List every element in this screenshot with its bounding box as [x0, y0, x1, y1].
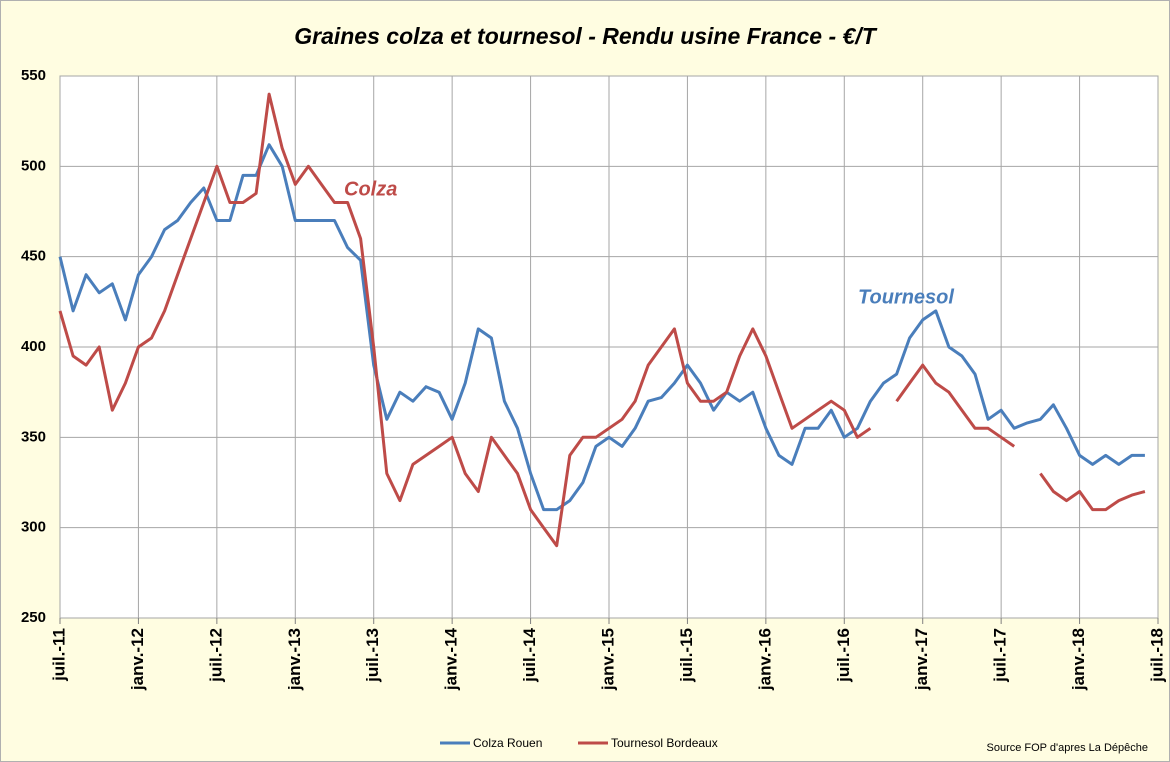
y-tick-label: 300 [21, 519, 46, 536]
y-tick-label: 350 [21, 428, 46, 445]
y-tick-label: 550 [21, 67, 46, 84]
series-line [58, 143, 1145, 512]
x-tick-label: janv.-18 [1069, 628, 1088, 691]
x-tick-label: janv.-14 [442, 627, 461, 691]
y-tick-label: 450 [21, 248, 46, 265]
series-line [58, 92, 1146, 548]
x-tick-label: juil.-14 [520, 627, 539, 682]
x-tick-label: juil.-13 [363, 628, 382, 683]
x-tick-label: juil.-16 [834, 628, 853, 683]
annotation: Tournesol [858, 286, 954, 308]
source: Source FOP d'apres La Dépêche [987, 742, 1149, 754]
legend-label: Colza Rouen [473, 736, 542, 750]
x-tick-label: juil.-18 [1147, 628, 1166, 683]
annotation: Colza [344, 178, 397, 200]
x-tick-label: janv.-13 [285, 628, 304, 691]
chart-title: Graines colza et tournesol - Rendu usine… [294, 23, 877, 49]
x-tick-label: janv.-15 [598, 628, 617, 691]
legend-label: Tournesol Bordeaux [611, 736, 718, 750]
x-tick-label: janv.-12 [128, 628, 147, 691]
x-tick-label: janv.-17 [912, 628, 931, 691]
y-tick-label: 250 [21, 609, 46, 626]
x-tick-label: janv.-16 [755, 628, 774, 691]
x-tick-label: juil.-12 [206, 628, 225, 683]
x-tick-label: juil.-15 [677, 628, 696, 683]
x-tick-label: juil.-17 [991, 628, 1010, 683]
y-tick-label: 500 [21, 157, 46, 174]
x-tick-label: juil.-11 [49, 628, 68, 682]
y-tick-label: 400 [21, 338, 46, 355]
